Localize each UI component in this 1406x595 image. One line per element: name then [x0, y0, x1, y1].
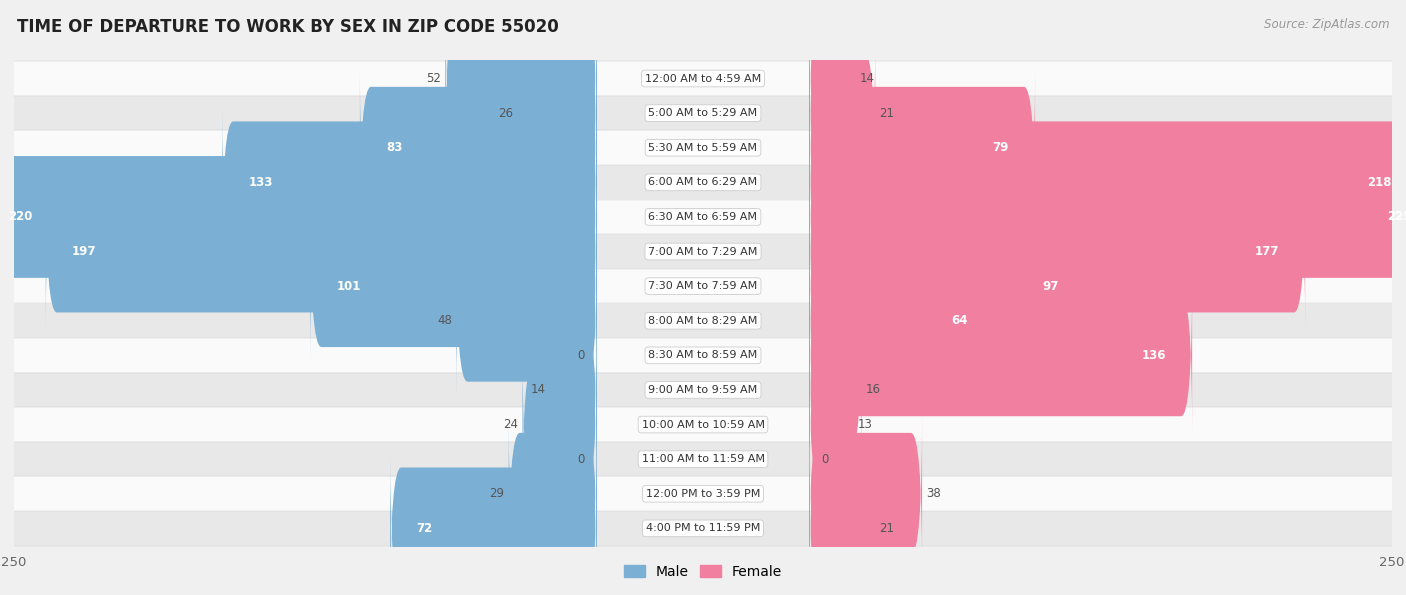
Text: 16: 16 — [866, 383, 880, 396]
FancyBboxPatch shape — [0, 234, 1406, 269]
Text: 38: 38 — [927, 487, 941, 500]
FancyBboxPatch shape — [808, 312, 862, 468]
FancyBboxPatch shape — [808, 451, 875, 595]
Text: Source: ZipAtlas.com: Source: ZipAtlas.com — [1264, 18, 1389, 31]
FancyBboxPatch shape — [311, 209, 598, 364]
Text: 10:00 AM to 10:59 AM: 10:00 AM to 10:59 AM — [641, 419, 765, 430]
Text: 197: 197 — [72, 245, 97, 258]
Text: 136: 136 — [1142, 349, 1166, 362]
FancyBboxPatch shape — [0, 511, 1406, 546]
Text: 225: 225 — [1386, 211, 1406, 224]
Text: 21: 21 — [879, 107, 894, 120]
FancyBboxPatch shape — [808, 1, 856, 156]
Text: 83: 83 — [387, 141, 402, 154]
Text: 14: 14 — [531, 383, 546, 396]
FancyBboxPatch shape — [446, 1, 598, 156]
Text: 8:30 AM to 8:59 AM: 8:30 AM to 8:59 AM — [648, 350, 758, 361]
FancyBboxPatch shape — [0, 130, 1406, 165]
FancyBboxPatch shape — [0, 303, 1406, 338]
Text: 177: 177 — [1254, 245, 1279, 258]
FancyBboxPatch shape — [0, 477, 1406, 511]
Text: 0: 0 — [576, 453, 585, 466]
FancyBboxPatch shape — [0, 200, 1406, 234]
Text: 8:00 AM to 8:29 AM: 8:00 AM to 8:29 AM — [648, 316, 758, 325]
Text: 24: 24 — [503, 418, 519, 431]
Text: 97: 97 — [1042, 280, 1059, 293]
Text: 101: 101 — [336, 280, 361, 293]
FancyBboxPatch shape — [808, 278, 1192, 433]
FancyBboxPatch shape — [0, 61, 1406, 96]
FancyBboxPatch shape — [550, 312, 598, 468]
Text: 11:00 AM to 11:59 AM: 11:00 AM to 11:59 AM — [641, 454, 765, 464]
FancyBboxPatch shape — [808, 105, 1406, 260]
Text: 5:00 AM to 5:29 AM: 5:00 AM to 5:29 AM — [648, 108, 758, 118]
Text: 79: 79 — [993, 141, 1010, 154]
FancyBboxPatch shape — [0, 442, 1406, 477]
Text: 29: 29 — [489, 487, 505, 500]
FancyBboxPatch shape — [808, 209, 1084, 364]
Text: 12:00 AM to 4:59 AM: 12:00 AM to 4:59 AM — [645, 74, 761, 83]
FancyBboxPatch shape — [523, 347, 598, 502]
FancyBboxPatch shape — [0, 139, 598, 295]
FancyBboxPatch shape — [0, 407, 1406, 442]
FancyBboxPatch shape — [0, 372, 1406, 407]
FancyBboxPatch shape — [808, 139, 1406, 295]
FancyBboxPatch shape — [808, 243, 994, 398]
FancyBboxPatch shape — [391, 451, 598, 595]
FancyBboxPatch shape — [46, 174, 598, 329]
Text: 64: 64 — [950, 314, 967, 327]
FancyBboxPatch shape — [517, 36, 598, 190]
Text: 72: 72 — [416, 522, 433, 535]
FancyBboxPatch shape — [457, 243, 598, 398]
Legend: Male, Female: Male, Female — [619, 559, 787, 584]
Text: 220: 220 — [8, 211, 32, 224]
FancyBboxPatch shape — [360, 70, 598, 226]
FancyBboxPatch shape — [0, 165, 1406, 200]
Text: 52: 52 — [426, 72, 441, 85]
FancyBboxPatch shape — [0, 269, 1406, 303]
Text: 12:00 PM to 3:59 PM: 12:00 PM to 3:59 PM — [645, 488, 761, 499]
Text: 6:00 AM to 6:29 AM: 6:00 AM to 6:29 AM — [648, 177, 758, 187]
Text: 5:30 AM to 5:59 AM: 5:30 AM to 5:59 AM — [648, 143, 758, 153]
Text: TIME OF DEPARTURE TO WORK BY SEX IN ZIP CODE 55020: TIME OF DEPARTURE TO WORK BY SEX IN ZIP … — [17, 18, 558, 36]
Text: 14: 14 — [860, 72, 875, 85]
FancyBboxPatch shape — [808, 416, 922, 571]
Text: 26: 26 — [498, 107, 513, 120]
FancyBboxPatch shape — [509, 416, 598, 571]
FancyBboxPatch shape — [808, 36, 875, 190]
Text: 4:00 PM to 11:59 PM: 4:00 PM to 11:59 PM — [645, 524, 761, 533]
Text: 133: 133 — [249, 176, 273, 189]
Text: 9:00 AM to 9:59 AM: 9:00 AM to 9:59 AM — [648, 385, 758, 395]
Text: 7:00 AM to 7:29 AM: 7:00 AM to 7:29 AM — [648, 246, 758, 256]
Text: 0: 0 — [821, 453, 830, 466]
Text: 218: 218 — [1368, 176, 1392, 189]
Text: 6:30 AM to 6:59 AM: 6:30 AM to 6:59 AM — [648, 212, 758, 222]
Text: 21: 21 — [879, 522, 894, 535]
Text: 48: 48 — [437, 314, 453, 327]
Text: 13: 13 — [858, 418, 872, 431]
FancyBboxPatch shape — [808, 347, 853, 502]
Text: 0: 0 — [576, 349, 585, 362]
FancyBboxPatch shape — [808, 174, 1305, 329]
FancyBboxPatch shape — [222, 105, 598, 260]
FancyBboxPatch shape — [0, 96, 1406, 130]
FancyBboxPatch shape — [808, 70, 1035, 226]
FancyBboxPatch shape — [0, 338, 1406, 372]
Text: 7:30 AM to 7:59 AM: 7:30 AM to 7:59 AM — [648, 281, 758, 291]
